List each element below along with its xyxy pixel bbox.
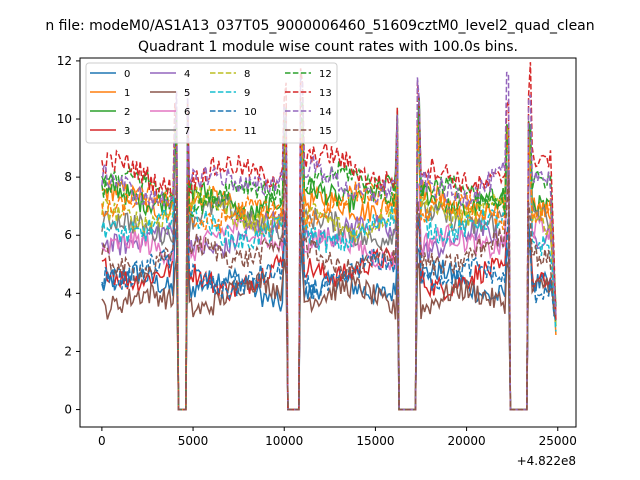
legend-label-13: 13: [319, 88, 332, 99]
legend-label-7: 7: [184, 126, 190, 137]
y-tick-label: 10: [57, 112, 72, 126]
y-axis: 0 2 4 6 8 10 12: [57, 54, 80, 417]
y-tick-label: 0: [64, 403, 72, 417]
y-tick-label: 8: [64, 170, 72, 184]
series-line-2: [101, 96, 557, 411]
legend-label-14: 14: [319, 107, 332, 118]
x-tick-label: 15000: [356, 434, 394, 448]
series-line-0: [101, 221, 557, 411]
legend-label-11: 11: [244, 126, 257, 137]
legend-label-0: 0: [124, 69, 130, 80]
x-tick-label: 5000: [178, 434, 209, 448]
x-tick-label: 0: [98, 434, 106, 448]
legend-label-5: 5: [184, 88, 190, 99]
legend-label-9: 9: [244, 88, 250, 99]
legend-label-2: 2: [124, 107, 130, 118]
chart-title: Quadrant 1 module wise count rates with …: [138, 39, 518, 55]
y-tick-label: 12: [57, 54, 72, 68]
figure-suptitle: n file: modeM0/AS1A13_037T05_9000006460_…: [45, 18, 594, 34]
legend-label-10: 10: [244, 107, 257, 118]
legend-label-4: 4: [184, 69, 190, 80]
legend-label-15: 15: [319, 126, 332, 137]
legend-label-12: 12: [319, 69, 332, 80]
legend-label-8: 8: [244, 69, 250, 80]
y-tick-label: 6: [64, 228, 72, 242]
legend-label-6: 6: [184, 107, 190, 118]
y-tick-label: 2: [64, 344, 72, 358]
x-offset-label: +4.822e8: [517, 454, 576, 468]
plot-lines: [101, 62, 557, 411]
x-tick-label: 25000: [539, 434, 577, 448]
series-line-12: [101, 97, 557, 411]
axes-frame: [79, 57, 577, 428]
series-line-15: [101, 173, 557, 411]
x-tick-label: 10000: [265, 434, 303, 448]
legend-box: [85, 62, 338, 144]
x-axis: 0 5000 10000 15000 20000 25000: [98, 427, 577, 448]
x-tick-label: 20000: [447, 434, 485, 448]
series-line-11: [101, 120, 557, 411]
y-tick-label: 4: [64, 286, 72, 300]
legend-label-3: 3: [124, 126, 130, 137]
legend-label-1: 1: [124, 88, 130, 99]
